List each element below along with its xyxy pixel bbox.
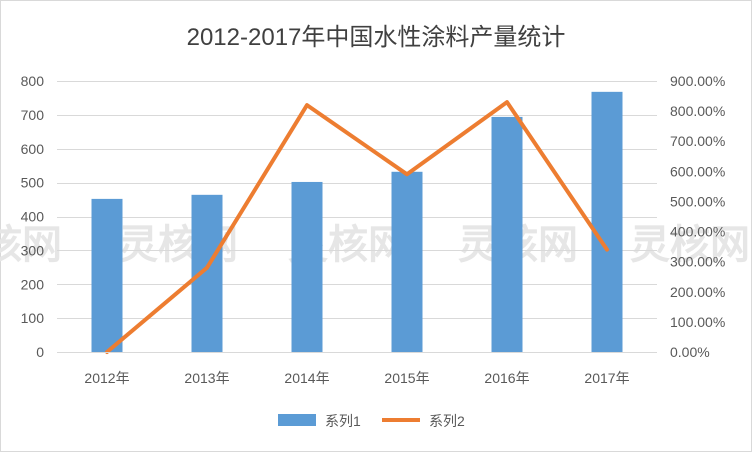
bar <box>191 194 223 352</box>
y-right-tick-label: 900.00% <box>670 73 725 89</box>
y-right-tick-label: 800.00% <box>670 103 725 119</box>
bar <box>591 91 623 352</box>
watermark-text: 灵核网 <box>0 222 62 268</box>
line-series-path <box>105 100 609 354</box>
x-tick-label: 2017年 <box>584 370 629 386</box>
x-tick-label: 2014年 <box>284 370 329 386</box>
y-left-tick-label: 0 <box>36 344 44 360</box>
legend-label-series1: 系列1 <box>325 413 361 429</box>
bar <box>91 198 123 352</box>
y-left-tick-label: 100 <box>21 310 45 326</box>
y-right-tick-label: 0.00% <box>670 344 710 360</box>
y-right-tick-label: 700.00% <box>670 133 725 149</box>
y-left-tick-label: 300 <box>21 242 45 258</box>
y-left-tick-label: 500 <box>21 175 45 191</box>
y-left-tick-label: 700 <box>21 107 45 123</box>
line-series <box>105 100 609 354</box>
y-right-tick-label: 600.00% <box>670 163 725 179</box>
y-right-tick-label: 300.00% <box>670 254 725 270</box>
legend-swatch-series1 <box>278 414 316 426</box>
bar-series <box>91 91 623 352</box>
y-left-tick-label: 400 <box>21 209 45 225</box>
y-right-tick-label: 100.00% <box>670 314 725 330</box>
x-tick-label: 2015年 <box>384 370 429 386</box>
y-left-tick-label: 800 <box>21 73 45 89</box>
watermark-text: 灵核网 <box>630 222 750 268</box>
axes: 0 100 200 300 400 500 600 700 800 0.00% 100.00% 200… <box>21 73 726 386</box>
y-right-tick-label: 400.00% <box>670 224 725 240</box>
legend-label-series2: 系列2 <box>429 413 465 429</box>
y-right-tick-label: 200.00% <box>670 284 725 300</box>
y-left-tick-label: 600 <box>21 141 45 157</box>
legend: 系列1 系列2 <box>278 413 465 429</box>
y-left-tick-label: 200 <box>21 276 45 292</box>
chart-title: 2012-2017年中国水性涂料产量统计 <box>187 24 566 51</box>
bar <box>291 181 323 352</box>
bar <box>491 116 523 352</box>
bar <box>391 171 423 352</box>
y-right-tick-label: 500.00% <box>670 193 725 209</box>
x-tick-label: 2012年 <box>84 370 129 386</box>
x-tick-label: 2016年 <box>484 370 529 386</box>
x-tick-label: 2013年 <box>184 370 229 386</box>
